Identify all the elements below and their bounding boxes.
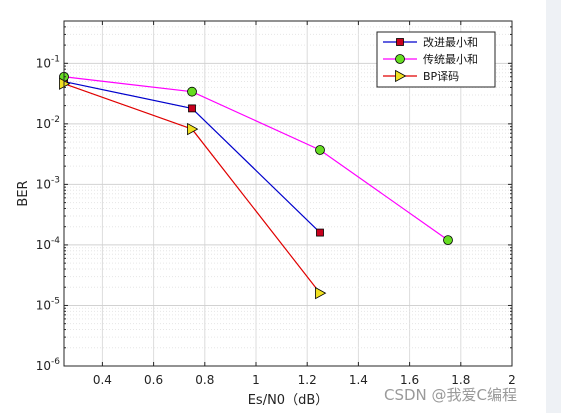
x-tick-label: 0.6 xyxy=(144,373,163,387)
y-tick-label: 10-3 xyxy=(36,175,60,191)
x-tick-label: 1.2 xyxy=(298,373,317,387)
y-tick-label: 10-5 xyxy=(36,296,60,312)
legend-marker xyxy=(396,38,404,46)
x-tick-label: 1.8 xyxy=(451,373,470,387)
x-tick-label: 1.6 xyxy=(400,373,419,387)
watermark-text: CSDN @我爱C编程 xyxy=(384,386,518,404)
window-edge-strip xyxy=(546,0,561,413)
y-tick-label: 10-6 xyxy=(36,357,61,373)
legend-marker xyxy=(395,69,407,83)
series-line-2 xyxy=(63,76,449,241)
series-3-point xyxy=(187,122,199,136)
x-tick-label: 1 xyxy=(252,373,260,387)
legend-marker xyxy=(395,54,405,64)
y-tick-label: 10-1 xyxy=(36,54,60,70)
y-tick-label: 10-2 xyxy=(36,115,60,131)
series-1-point xyxy=(316,228,324,237)
legend-entry-label: BP译码 xyxy=(423,70,459,83)
legend-entry-label: 改进最小和 xyxy=(423,35,478,49)
x-tick-label: 0.4 xyxy=(93,373,112,387)
y-axis-label: BER xyxy=(16,180,31,206)
x-tick-label: 2 xyxy=(508,373,516,387)
x-tick-label: 0.8 xyxy=(195,373,214,387)
y-tick-label: 10-4 xyxy=(36,236,61,252)
x-axis-label: Es/N0（dB） xyxy=(248,393,329,408)
series-1-point xyxy=(188,104,196,113)
series-3-point xyxy=(315,286,327,300)
x-tick-label: 1.4 xyxy=(349,373,368,387)
series-2-point xyxy=(315,145,325,155)
legend-entry-label: 传统最小和 xyxy=(423,53,478,66)
series-2-point xyxy=(187,86,197,97)
series-2-point xyxy=(443,235,453,246)
